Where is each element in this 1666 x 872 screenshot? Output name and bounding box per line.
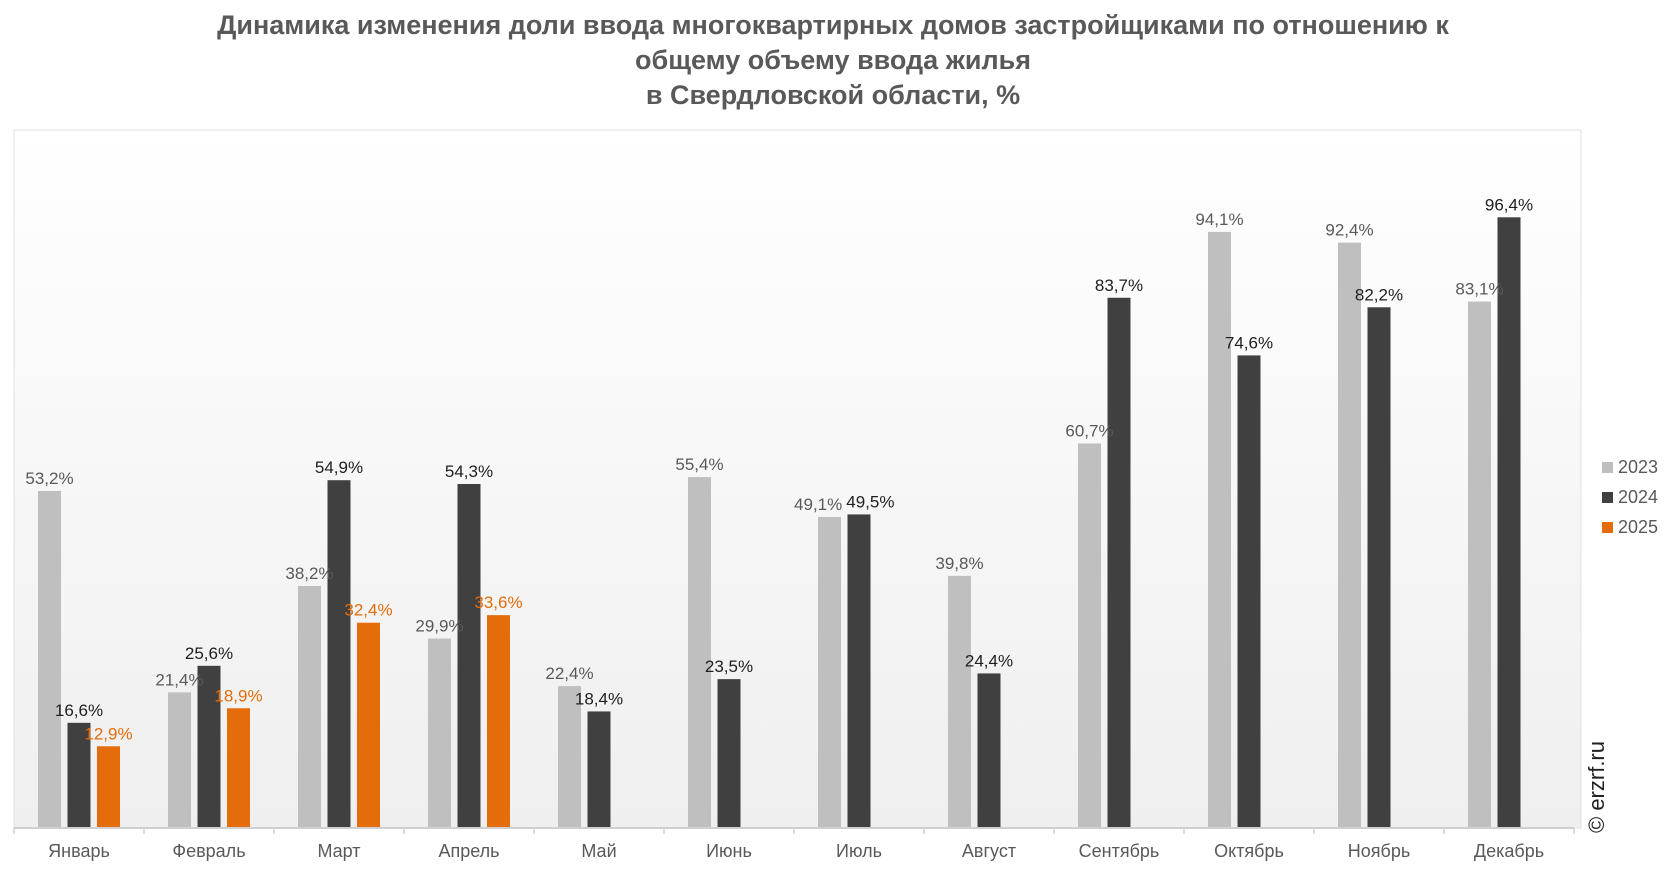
bar-2023 bbox=[1468, 301, 1491, 828]
bar-2024 bbox=[67, 722, 91, 828]
x-tick-label: Август bbox=[962, 841, 1016, 861]
bar-2024 bbox=[977, 673, 1001, 828]
data-label-2023: 38,2% bbox=[285, 564, 333, 583]
chart-title: Динамика изменения доли ввода многокварт… bbox=[0, 8, 1666, 113]
legend-swatch bbox=[1602, 461, 1613, 473]
legend-item-2024: 2024 bbox=[1602, 482, 1658, 512]
x-tick-label: Май bbox=[581, 841, 616, 861]
data-label-2024: 83,7% bbox=[1095, 276, 1143, 295]
data-label-2025: 32,4% bbox=[344, 601, 392, 620]
bar-2023 bbox=[1078, 443, 1101, 828]
bar-2024 bbox=[587, 711, 611, 828]
x-tick-label: Ноябрь bbox=[1348, 841, 1410, 861]
bar-2023 bbox=[168, 692, 191, 828]
data-label-2023: 29,9% bbox=[415, 617, 463, 636]
data-label-2024: 74,6% bbox=[1225, 333, 1273, 352]
bar-2025 bbox=[97, 746, 120, 828]
bar-2024 bbox=[327, 480, 351, 828]
plot-area bbox=[13, 129, 1582, 829]
bar-2023 bbox=[688, 477, 711, 828]
bar-2023 bbox=[428, 638, 451, 828]
data-label-2024: 24,4% bbox=[965, 651, 1013, 670]
data-label-2023: 55,4% bbox=[675, 455, 723, 474]
data-label-2025: 12,9% bbox=[84, 724, 132, 743]
x-tick-label: Март bbox=[317, 841, 360, 861]
data-label-2023: 94,1% bbox=[1195, 210, 1243, 229]
x-tick-label: Июнь bbox=[706, 841, 752, 861]
bar-2025 bbox=[487, 615, 510, 828]
bar-2023 bbox=[948, 575, 971, 828]
data-label-2023: 60,7% bbox=[1065, 421, 1113, 440]
bar-2024 bbox=[1367, 307, 1391, 828]
watermark: © erzrf.ru bbox=[1584, 741, 1609, 833]
data-label-2024: 54,3% bbox=[445, 462, 493, 481]
x-tick-label: Сентябрь bbox=[1079, 841, 1160, 861]
data-label-2024: 96,4% bbox=[1485, 195, 1533, 214]
data-label-2024: 16,6% bbox=[55, 701, 103, 720]
x-tick-label: Июль bbox=[836, 841, 882, 861]
bar-2024 bbox=[1237, 355, 1261, 828]
x-tick-label: Декабрь bbox=[1474, 841, 1544, 861]
bar-2023 bbox=[1208, 231, 1231, 829]
legend-label: 2025 bbox=[1618, 516, 1659, 537]
data-label-2024: 49,5% bbox=[846, 492, 894, 511]
bar-2024 bbox=[717, 679, 741, 828]
data-label-2023: 49,1% bbox=[794, 495, 842, 514]
bar-2023 bbox=[38, 490, 61, 828]
data-label-2023: 83,1% bbox=[1455, 280, 1503, 299]
bar-2025 bbox=[227, 708, 250, 828]
data-label-2024: 18,4% bbox=[575, 689, 623, 708]
bar-2024 bbox=[847, 514, 871, 828]
legend-label: 2023 bbox=[1618, 456, 1659, 477]
data-label-2024: 25,6% bbox=[185, 644, 233, 663]
data-label-2025: 33,6% bbox=[474, 593, 522, 612]
legend-item-2023: 2023 bbox=[1602, 452, 1658, 482]
data-label-2023: 22,4% bbox=[545, 664, 593, 683]
title-line-3: в Свердловской области, % bbox=[645, 80, 1021, 110]
title-line-1: Динамика изменения доли ввода многокварт… bbox=[217, 10, 1449, 40]
bar-2023 bbox=[818, 516, 841, 828]
bar-2023 bbox=[1338, 242, 1361, 828]
x-tick-label: Октябрь bbox=[1214, 841, 1284, 861]
bar-2023 bbox=[298, 586, 321, 828]
x-tick-label: Январь bbox=[48, 841, 110, 861]
data-label-2024: 54,9% bbox=[315, 458, 363, 477]
data-label-2023: 53,2% bbox=[25, 469, 73, 488]
x-tick-label: Февраль bbox=[172, 841, 245, 861]
legend: 2023 2024 2025 bbox=[1602, 452, 1658, 542]
data-label-2023: 39,8% bbox=[935, 554, 983, 573]
legend-label: 2024 bbox=[1618, 486, 1659, 507]
legend-swatch bbox=[1602, 491, 1613, 503]
x-tick-label: Апрель bbox=[438, 841, 499, 861]
legend-swatch bbox=[1602, 521, 1613, 533]
bar-2023 bbox=[558, 686, 581, 828]
data-label-2025: 18,9% bbox=[214, 686, 262, 705]
data-label-2024: 82,2% bbox=[1355, 285, 1403, 304]
bar-2024 bbox=[457, 484, 481, 828]
bar-2024 bbox=[1497, 217, 1521, 828]
bar-2024 bbox=[197, 665, 221, 828]
bar-2025 bbox=[357, 622, 380, 828]
legend-item-2025: 2025 bbox=[1602, 512, 1658, 542]
data-label-2023: 21,4% bbox=[155, 670, 203, 689]
data-label-2023: 92,4% bbox=[1325, 221, 1373, 240]
data-label-2024: 23,5% bbox=[705, 657, 753, 676]
bar-2024 bbox=[1107, 297, 1131, 828]
title-line-2: общему объему ввода жилья bbox=[635, 45, 1031, 75]
